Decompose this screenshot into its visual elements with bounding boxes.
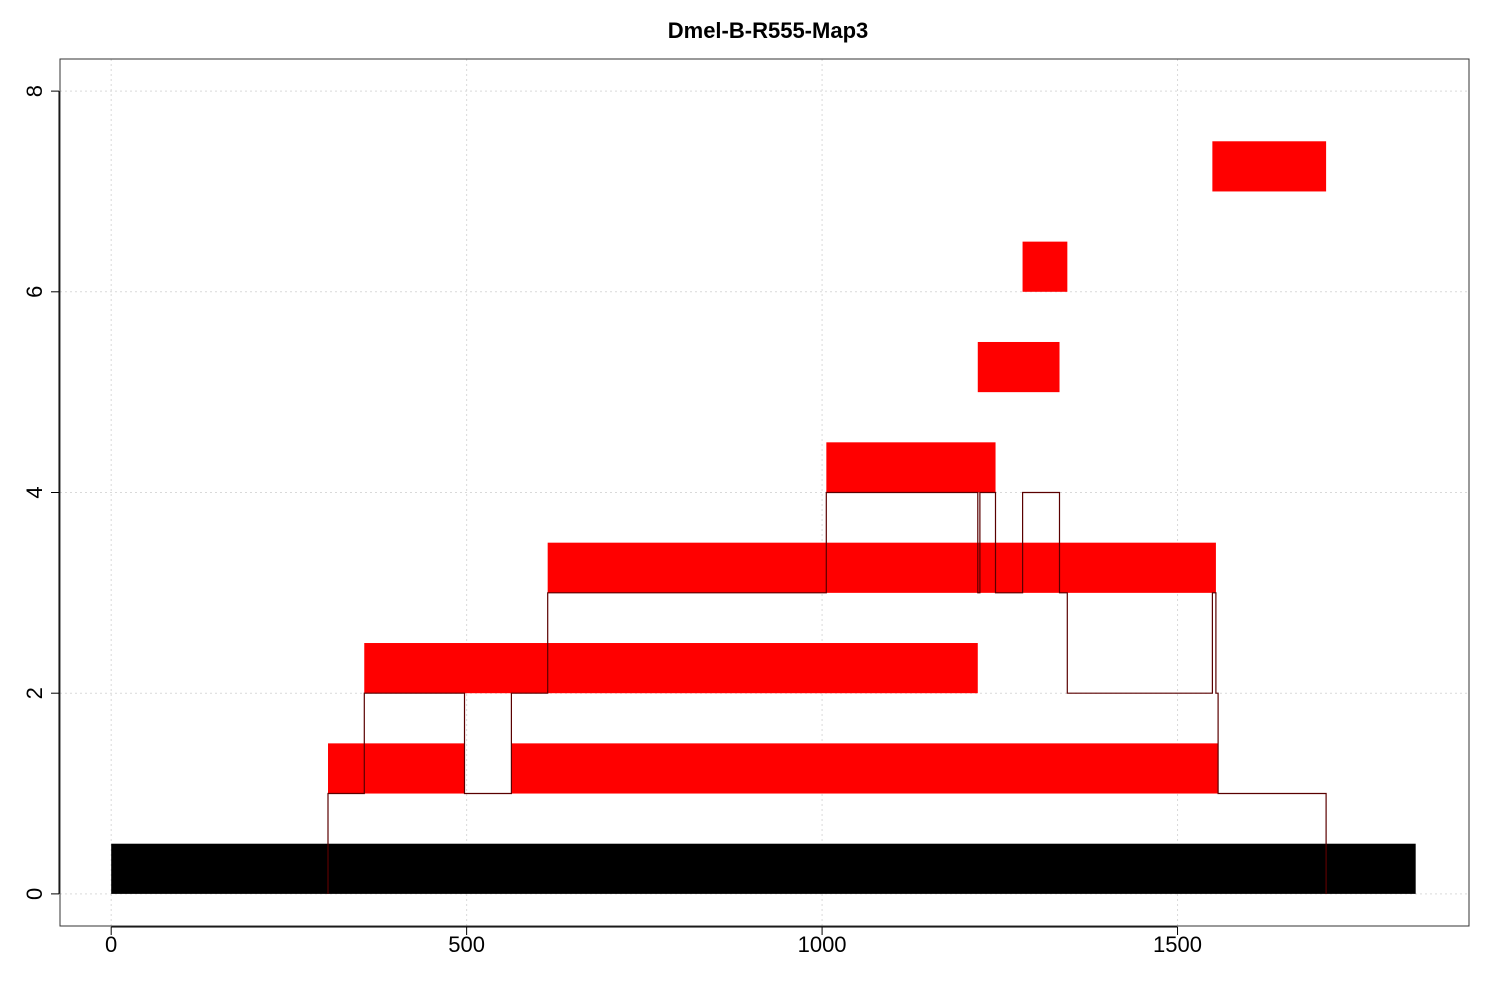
read-bar-0 bbox=[328, 743, 465, 794]
plot-frame bbox=[59, 58, 1470, 927]
x-tick-label-1: 500 bbox=[448, 932, 485, 957]
y-tick-label-0: 0 bbox=[22, 888, 47, 900]
read-bar-2 bbox=[364, 643, 978, 694]
x-axis: 0 500 1000 1500 bbox=[105, 926, 1202, 957]
y-tick-label-4: 8 bbox=[22, 85, 47, 97]
coverage-layer bbox=[327, 491, 1327, 894]
x-tick-label-0: 0 bbox=[105, 932, 117, 957]
y-axis: 0 2 4 6 8 bbox=[22, 85, 60, 900]
x-tick-label-3: 1500 bbox=[1153, 932, 1202, 957]
read-bar-5 bbox=[977, 341, 1060, 393]
reference-layer bbox=[111, 843, 1416, 894]
x-tick-label-2: 1000 bbox=[798, 932, 847, 957]
reads-layer bbox=[328, 141, 1327, 794]
read-bar-3 bbox=[547, 542, 1216, 593]
chart-title: Dmel-B-R555-Map3 bbox=[668, 18, 869, 43]
coverage-line bbox=[327, 491, 1327, 894]
y-tick-label-2: 4 bbox=[22, 486, 47, 498]
read-bar-7 bbox=[1212, 141, 1327, 192]
read-bar-4 bbox=[826, 442, 996, 493]
y-tick-label-3: 6 bbox=[22, 286, 47, 298]
read-bar-1 bbox=[511, 743, 1219, 794]
reference-bar bbox=[111, 843, 1416, 894]
y-tick-label-1: 2 bbox=[22, 687, 47, 699]
read-bar-6 bbox=[1022, 241, 1068, 292]
